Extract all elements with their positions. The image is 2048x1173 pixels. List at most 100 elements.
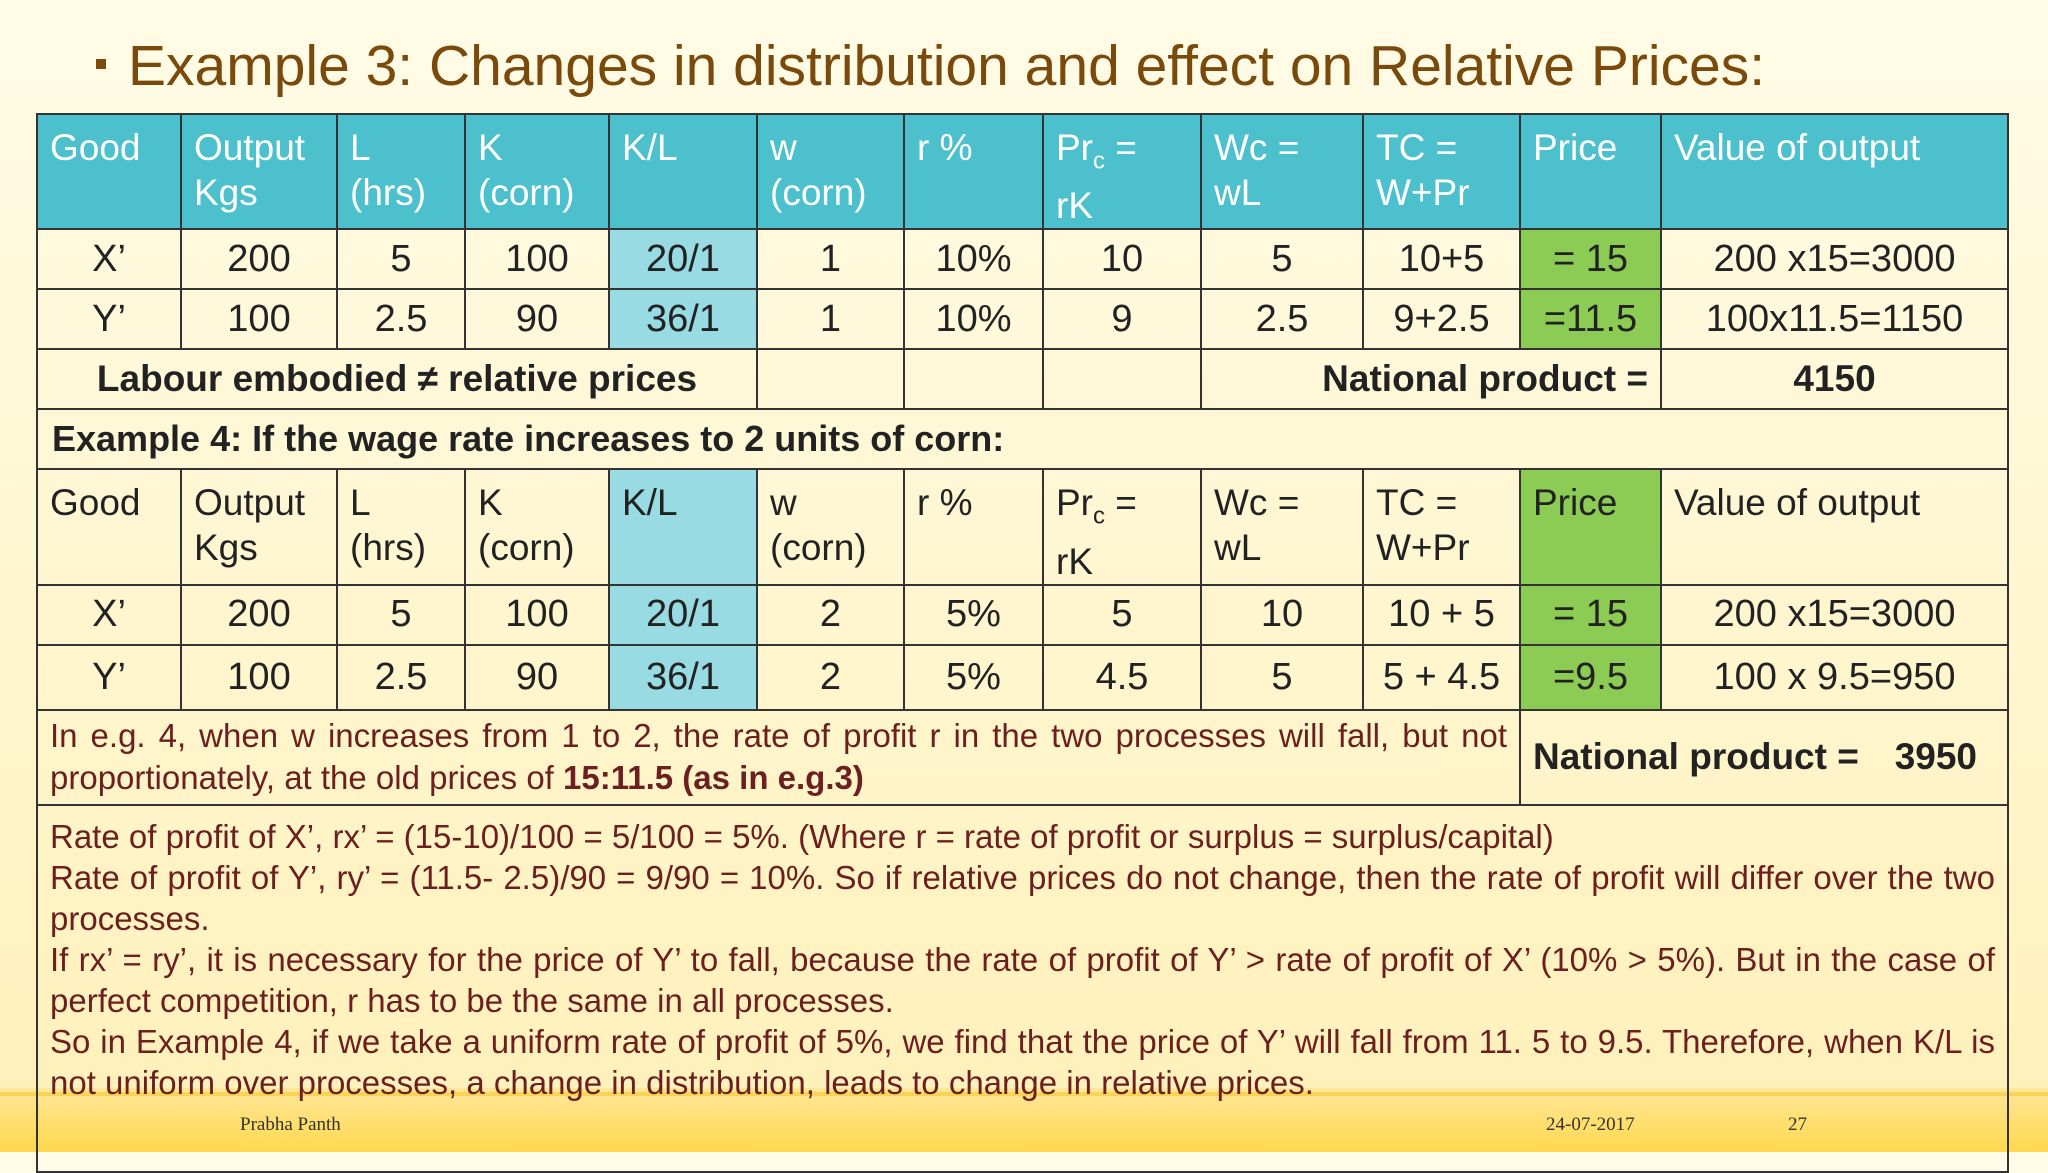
example4-note-row: In e.g. 4, when w increases from 1 to 2,… [36, 708, 2009, 806]
national-product-cell: National product = 3950 [1519, 708, 2009, 806]
cell-output: 200 [180, 583, 338, 646]
empty-cell [1042, 348, 1202, 411]
cell-kl: 20/1 [608, 228, 758, 291]
header-w: w (corn) [756, 112, 905, 231]
cell-r: 5% [903, 643, 1044, 711]
cell-w: 2 [756, 643, 905, 711]
header-wc: Wc = wL [1200, 468, 1364, 586]
header-r: r % [903, 112, 1044, 231]
cell-r: 10% [903, 228, 1044, 291]
header-kl: K/L [608, 112, 758, 231]
header-w: w (corn) [756, 468, 905, 586]
cell-price: =11.5 [1519, 288, 1662, 351]
cell-good: X’ [36, 583, 182, 646]
table-row: Y’ 100 2.5 90 36/1 2 5% 4.5 5 5 + 4.5 =9… [36, 643, 2009, 711]
cell-price: = 15 [1519, 583, 1662, 646]
header-k: K (corn) [464, 468, 610, 586]
cell-k: 100 [464, 583, 610, 646]
cell-output: 200 [180, 228, 338, 291]
cell-l: 5 [336, 583, 466, 646]
explanation-line: Rate of profit of X’, rx’ = (15-10)/100 … [50, 817, 1554, 855]
cell-value: 200 x15=3000 [1660, 228, 2009, 291]
header-kl: K/L [608, 468, 758, 586]
cell-k: 90 [464, 643, 610, 711]
header-prc: Prc = rK [1042, 112, 1202, 231]
cell-w: 1 [756, 228, 905, 291]
cell-value: 100x11.5=1150 [1660, 288, 2009, 351]
table-row: X’ 200 5 100 20/1 1 10% 10 5 10+5 = 15 2… [36, 228, 2009, 291]
explanation-cell: Rate of profit of X’, rx’ = (15-10)/100 … [36, 803, 2009, 1173]
cell-output: 100 [180, 288, 338, 351]
cell-k: 90 [464, 288, 610, 351]
cell-kl: 36/1 [608, 288, 758, 351]
cell-w: 1 [756, 288, 905, 351]
table-row: Y’ 100 2.5 90 36/1 1 10% 9 2.5 9+2.5 =11… [36, 288, 2009, 351]
national-product-value: 4150 [1660, 348, 2009, 411]
explanation-line: So in Example 4, if we take a uniform ra… [50, 1022, 1995, 1101]
cell-tc: 10+5 [1362, 228, 1521, 291]
cell-tc: 5 + 4.5 [1362, 643, 1521, 711]
explanation-line: If rx’ = ry’, it is necessary for the pr… [50, 940, 1995, 1019]
slide-title-text: Example 3: Changes in distribution and e… [128, 34, 1766, 98]
cell-prc: 5 [1042, 583, 1202, 646]
cell-price: = 15 [1519, 228, 1662, 291]
cell-prc: 9 [1042, 288, 1202, 351]
header-good: Good [36, 112, 182, 231]
cell-w: 2 [756, 583, 905, 646]
example3-header-row: Good Output Kgs L (hrs) K (corn) K/L w (corn… [36, 112, 2009, 231]
empty-cell [903, 348, 1044, 411]
header-value: Value of output [1660, 468, 2009, 586]
header-prc: Prc = rK [1042, 468, 1202, 586]
cell-prc: 10 [1042, 228, 1202, 291]
header-l: L (hrs) [336, 468, 466, 586]
cell-tc: 10 + 5 [1362, 583, 1521, 646]
explanation-line: Rate of profit of Y’, ry’ = (11.5- 2.5)/… [50, 858, 1995, 937]
header-k: K (corn) [464, 112, 610, 231]
header-tc: TC = W+Pr [1362, 112, 1521, 231]
cell-wc: 10 [1200, 583, 1364, 646]
cell-l: 5 [336, 228, 466, 291]
header-good: Good [36, 468, 182, 586]
cell-r: 10% [903, 288, 1044, 351]
cell-output: 100 [180, 643, 338, 711]
slide-title: Example 3: Changes in distribution and e… [96, 26, 2036, 106]
table-row: X’ 200 5 100 20/1 2 5% 5 10 10 + 5 = 15 … [36, 583, 2009, 646]
cell-k: 100 [464, 228, 610, 291]
header-output: Output Kgs [180, 112, 338, 231]
cell-tc: 9+2.5 [1362, 288, 1521, 351]
example4-heading: Example 4: If the wage rate increases to… [36, 408, 2009, 471]
note-text: In e.g. 4, when w increases from 1 to 2,… [50, 717, 1507, 797]
labour-embodied-note: Labour embodied ≠ relative prices [36, 348, 758, 411]
footer-author: Prabha Panth [240, 1114, 341, 1135]
footer-date: 24-07-2017 [1546, 1114, 1635, 1135]
header-l: L (hrs) [336, 112, 466, 231]
national-product-label: National product = [1200, 348, 1662, 411]
example4-note: In e.g. 4, when w increases from 1 to 2,… [36, 708, 1521, 806]
cell-value: 200 x15=3000 [1660, 583, 2009, 646]
header-tc: TC = W+Pr [1362, 468, 1521, 586]
cell-wc: 5 [1200, 228, 1364, 291]
header-price: Price [1519, 468, 1662, 586]
distribution-table: Good Output Kgs L (hrs) K (corn) K/L w (corn… [36, 112, 2009, 1173]
cell-l: 2.5 [336, 288, 466, 351]
cell-l: 2.5 [336, 643, 466, 711]
header-price: Price [1519, 112, 1662, 231]
cell-value: 100 x 9.5=950 [1660, 643, 2009, 711]
header-output: Output Kgs [180, 468, 338, 586]
explanation-row: Rate of profit of X’, rx’ = (15-10)/100 … [36, 803, 2009, 1173]
cell-good: Y’ [36, 643, 182, 711]
bullet-icon [96, 58, 106, 69]
cell-wc: 5 [1200, 643, 1364, 711]
header-r: r % [903, 468, 1044, 586]
cell-good: X’ [36, 228, 182, 291]
header-wc: Wc = wL [1200, 112, 1364, 231]
note-bold: 15:11.5 (as in e.g.3) [563, 759, 864, 797]
cell-r: 5% [903, 583, 1044, 646]
example4-heading-row: Example 4: If the wage rate increases to… [36, 408, 2009, 471]
cell-kl: 36/1 [608, 643, 758, 711]
cell-good: Y’ [36, 288, 182, 351]
footer-page-number: 27 [1788, 1114, 1807, 1135]
national-product-value: 3950 [1894, 736, 1977, 778]
cell-kl: 20/1 [608, 583, 758, 646]
cell-wc: 2.5 [1200, 288, 1364, 351]
